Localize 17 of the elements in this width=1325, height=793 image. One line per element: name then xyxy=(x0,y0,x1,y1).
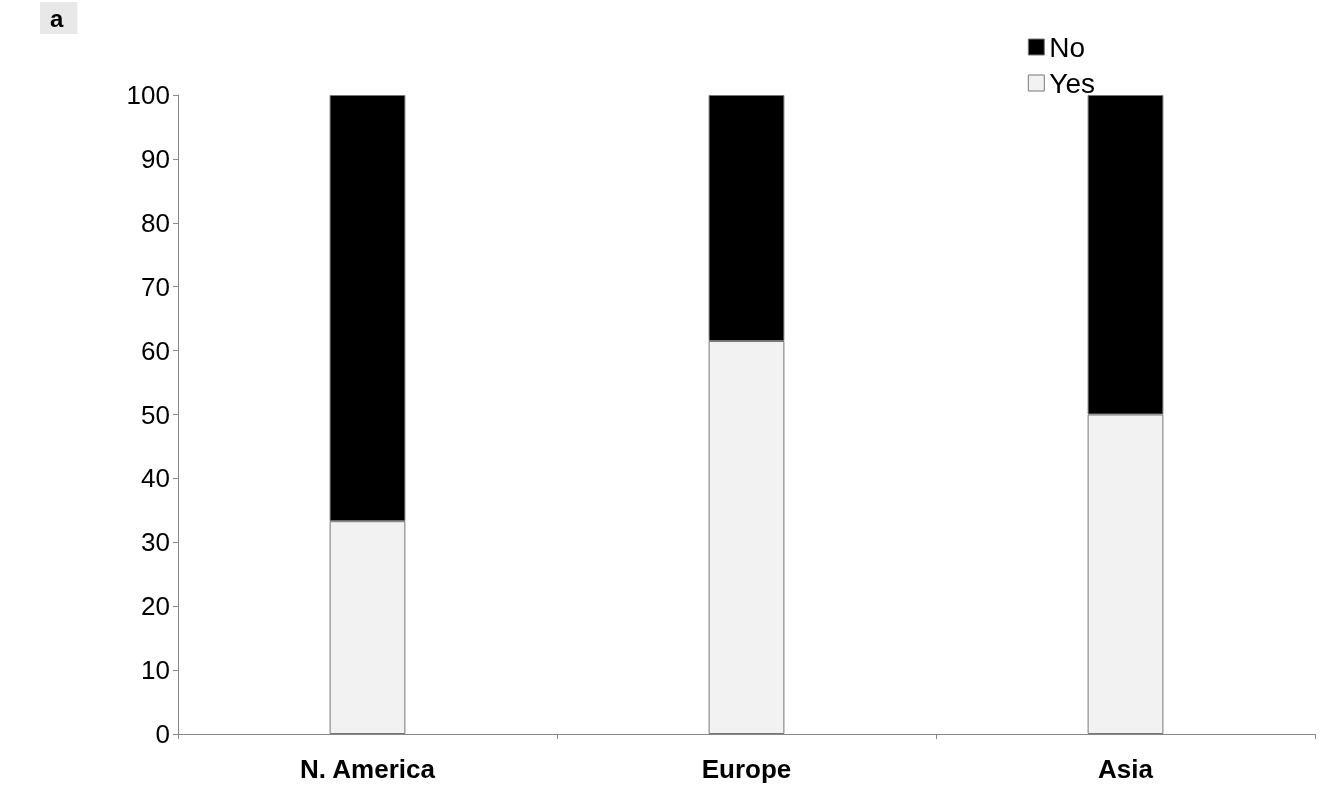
y-tick-label: 40 xyxy=(141,463,170,494)
y-tick-label: 50 xyxy=(141,399,170,430)
y-tick-label: 10 xyxy=(141,655,170,686)
y-tick-label: 80 xyxy=(141,207,170,238)
y-tick-label: 90 xyxy=(141,143,170,174)
y-tick-label: 60 xyxy=(141,335,170,366)
y-tick-label: 100 xyxy=(126,80,170,110)
y-tick-label: 0 xyxy=(155,719,170,749)
y-tick-label: 30 xyxy=(141,527,170,558)
x-tick-label: Europe xyxy=(701,754,792,784)
legend-label: No xyxy=(1049,31,1086,63)
y-tick-label: 70 xyxy=(141,271,170,302)
chart-title: a xyxy=(50,4,64,32)
y-tick-label: 20 xyxy=(141,591,170,622)
legend-label: Yes xyxy=(1049,67,1096,99)
x-tick-label: Asia xyxy=(1098,754,1154,784)
x-tick-label: N. America xyxy=(300,754,436,784)
